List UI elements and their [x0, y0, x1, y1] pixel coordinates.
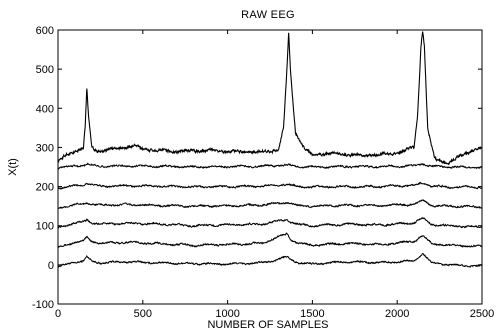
y-tick-label: -100	[32, 299, 54, 311]
x-tick-label: 500	[134, 308, 152, 320]
eeg-trace-200	[57, 181, 483, 190]
eeg-trace-50	[57, 232, 483, 249]
eeg-trace-300	[57, 31, 483, 166]
x-tick-label: 0	[55, 308, 61, 320]
y-axis: -100 0 100 200 300 400 500 600	[32, 25, 482, 311]
eeg-trace-250	[57, 162, 483, 170]
y-tick-label: 100	[36, 221, 54, 233]
x-axis-label: NUMBER OF SAMPLES	[207, 319, 328, 331]
y-axis-label: X(t)	[7, 158, 19, 176]
y-tick-label: 500	[36, 64, 54, 76]
y-tick-label: 300	[36, 142, 54, 154]
eeg-trace-150	[57, 199, 483, 209]
plot-frame	[57, 29, 483, 305]
x-tick-label: 2500	[470, 308, 494, 320]
chart-title: RAW EEG	[241, 9, 295, 21]
eeg-traces	[57, 31, 483, 268]
x-tick-label: 2000	[385, 308, 409, 320]
eeg-trace-0	[57, 253, 483, 268]
x-tick-label: 1500	[300, 308, 324, 320]
y-tick-label: 400	[36, 103, 54, 115]
eeg-trace-100	[57, 216, 483, 229]
y-tick-label: 0	[48, 260, 54, 272]
x-axis: 0 500 1000 1500 2000 2500	[55, 30, 494, 320]
y-tick-label: 600	[36, 25, 54, 37]
y-tick-label: 200	[36, 182, 54, 194]
x-tick-label: 1000	[215, 308, 239, 320]
